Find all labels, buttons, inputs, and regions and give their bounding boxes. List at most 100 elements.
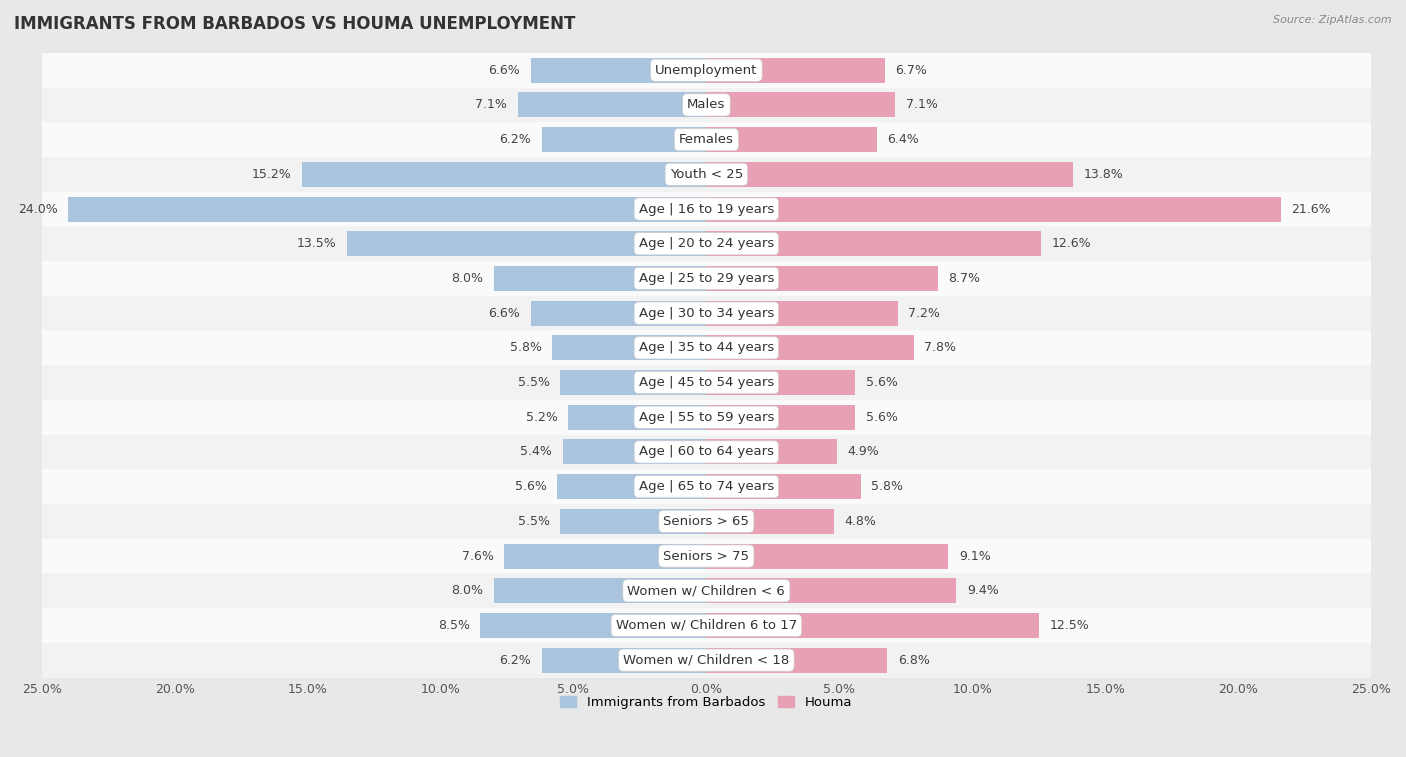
Bar [706, 197, 1281, 222]
Bar [706, 648, 887, 673]
Text: 5.8%: 5.8% [872, 480, 903, 493]
Text: Age | 25 to 29 years: Age | 25 to 29 years [638, 272, 775, 285]
Bar [706, 266, 938, 291]
Text: 8.0%: 8.0% [451, 584, 484, 597]
Text: 6.6%: 6.6% [488, 307, 520, 319]
Text: 7.8%: 7.8% [924, 341, 956, 354]
Text: 9.4%: 9.4% [967, 584, 998, 597]
Bar [42, 261, 1371, 296]
Bar [347, 231, 706, 256]
Bar [706, 370, 855, 395]
Text: Females: Females [679, 133, 734, 146]
Text: 4.8%: 4.8% [845, 515, 876, 528]
Bar [42, 331, 1371, 365]
Bar [481, 613, 706, 638]
Bar [706, 231, 1042, 256]
Text: 24.0%: 24.0% [18, 203, 58, 216]
Text: 8.0%: 8.0% [451, 272, 484, 285]
Text: 5.6%: 5.6% [515, 480, 547, 493]
Bar [42, 296, 1371, 331]
Text: Seniors > 75: Seniors > 75 [664, 550, 749, 562]
Bar [560, 509, 706, 534]
Bar [505, 544, 706, 569]
Bar [706, 578, 956, 603]
Bar [42, 226, 1371, 261]
Text: 8.7%: 8.7% [948, 272, 980, 285]
Bar [42, 192, 1371, 226]
Text: 6.8%: 6.8% [898, 653, 929, 667]
Bar [706, 613, 1039, 638]
Text: Youth < 25: Youth < 25 [669, 168, 742, 181]
Text: 13.8%: 13.8% [1084, 168, 1123, 181]
Bar [42, 365, 1371, 400]
Text: 5.2%: 5.2% [526, 411, 557, 424]
Bar [531, 58, 706, 83]
Bar [706, 335, 914, 360]
Bar [560, 370, 706, 395]
Text: Source: ZipAtlas.com: Source: ZipAtlas.com [1274, 15, 1392, 25]
Text: 7.2%: 7.2% [908, 307, 941, 319]
Text: Age | 20 to 24 years: Age | 20 to 24 years [638, 237, 773, 251]
Text: 8.5%: 8.5% [437, 619, 470, 632]
Bar [42, 504, 1371, 539]
Bar [42, 53, 1371, 88]
Text: 9.1%: 9.1% [959, 550, 991, 562]
Legend: Immigrants from Barbados, Houma: Immigrants from Barbados, Houma [555, 691, 858, 715]
Text: 6.4%: 6.4% [887, 133, 920, 146]
Text: Males: Males [688, 98, 725, 111]
Text: Seniors > 65: Seniors > 65 [664, 515, 749, 528]
Text: 5.8%: 5.8% [509, 341, 541, 354]
Bar [42, 435, 1371, 469]
Text: Age | 45 to 54 years: Age | 45 to 54 years [638, 376, 773, 389]
Bar [562, 440, 706, 465]
Text: 5.5%: 5.5% [517, 376, 550, 389]
Text: 5.4%: 5.4% [520, 445, 553, 459]
Text: 7.1%: 7.1% [475, 98, 508, 111]
Text: Women w/ Children < 6: Women w/ Children < 6 [627, 584, 785, 597]
Text: 5.5%: 5.5% [517, 515, 550, 528]
Bar [42, 608, 1371, 643]
Bar [69, 197, 706, 222]
Text: IMMIGRANTS FROM BARBADOS VS HOUMA UNEMPLOYMENT: IMMIGRANTS FROM BARBADOS VS HOUMA UNEMPL… [14, 15, 575, 33]
Text: Unemployment: Unemployment [655, 64, 758, 76]
Bar [557, 474, 706, 499]
Text: 5.6%: 5.6% [866, 376, 898, 389]
Bar [706, 162, 1073, 187]
Text: 4.9%: 4.9% [848, 445, 879, 459]
Text: Women w/ Children 6 to 17: Women w/ Children 6 to 17 [616, 619, 797, 632]
Bar [706, 92, 896, 117]
Text: 13.5%: 13.5% [297, 237, 337, 251]
Bar [302, 162, 706, 187]
Bar [706, 405, 855, 430]
Bar [568, 405, 706, 430]
Bar [541, 127, 706, 152]
Bar [517, 92, 706, 117]
Bar [706, 301, 898, 326]
Text: 5.6%: 5.6% [866, 411, 898, 424]
Bar [42, 573, 1371, 608]
Bar [42, 539, 1371, 573]
Bar [541, 648, 706, 673]
Text: 21.6%: 21.6% [1291, 203, 1331, 216]
Bar [42, 400, 1371, 435]
Bar [494, 578, 706, 603]
Bar [706, 440, 837, 465]
Text: 6.7%: 6.7% [896, 64, 927, 76]
Text: 12.5%: 12.5% [1049, 619, 1090, 632]
Bar [531, 301, 706, 326]
Bar [706, 58, 884, 83]
Text: Age | 65 to 74 years: Age | 65 to 74 years [638, 480, 773, 493]
Bar [42, 469, 1371, 504]
Text: Age | 55 to 59 years: Age | 55 to 59 years [638, 411, 775, 424]
Text: Age | 35 to 44 years: Age | 35 to 44 years [638, 341, 773, 354]
Text: 6.6%: 6.6% [488, 64, 520, 76]
Text: Women w/ Children < 18: Women w/ Children < 18 [623, 653, 790, 667]
Bar [42, 123, 1371, 157]
Text: 6.2%: 6.2% [499, 133, 531, 146]
Bar [42, 88, 1371, 123]
Bar [42, 643, 1371, 678]
Bar [706, 127, 876, 152]
Text: Age | 30 to 34 years: Age | 30 to 34 years [638, 307, 773, 319]
Text: 6.2%: 6.2% [499, 653, 531, 667]
Bar [706, 509, 834, 534]
